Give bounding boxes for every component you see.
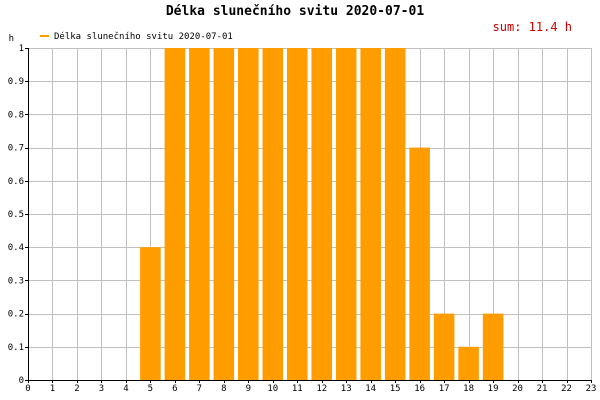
- x-tick-label: 20: [512, 384, 523, 394]
- y-tick-label: 0.6: [8, 177, 24, 187]
- x-tick-label: 19: [488, 384, 499, 394]
- bars-group: [140, 48, 504, 380]
- bar-hour-11: [286, 48, 308, 380]
- bar-hour-16: [409, 147, 430, 380]
- bar-hour-10: [262, 48, 284, 380]
- y-tick-label: 0: [19, 376, 24, 386]
- x-tick-label: 16: [414, 384, 425, 394]
- x-tick-label: 11: [292, 384, 303, 394]
- x-tick-label: 17: [439, 384, 450, 394]
- y-tick-label: 0.2: [8, 310, 24, 320]
- bar-hour-8: [213, 48, 235, 380]
- y-tick-labels: 0 0.1 0.2 0.3 0.4 0.5 0.6 0.7 0.8 0.9 1: [8, 44, 24, 386]
- sum-label: sum: 11.4 h: [493, 20, 572, 34]
- bar-hour-12: [311, 48, 333, 380]
- chart-title: Délka slunečního svitu 2020-07-01: [166, 4, 424, 19]
- x-tick-label: 18: [463, 384, 474, 394]
- bar-hour-14: [360, 48, 381, 380]
- x-tick-label: 10: [267, 384, 278, 394]
- bar-hour-15: [384, 48, 406, 380]
- bar-hour-18: [458, 346, 479, 380]
- axes-group: [25, 48, 592, 383]
- bar-hour-19: [482, 313, 504, 380]
- x-tick-label: 2: [74, 384, 79, 394]
- x-tick-label: 8: [221, 384, 226, 394]
- bar-hour-13: [335, 48, 357, 380]
- x-tick-label: 0: [25, 384, 30, 394]
- x-tick-labels: 0 1 2 3 4 5 6 7 8 9 10 11 12 13 14 15 16 17 18 19 20 21 22 23: [25, 384, 596, 394]
- y-tick-label: 0.1: [8, 343, 24, 353]
- grid-lines: [28, 48, 592, 380]
- x-tick-label: 23: [586, 384, 597, 394]
- x-tick-label: 15: [390, 384, 401, 394]
- y-tick-label: 0.8: [8, 110, 24, 120]
- x-tick-label: 3: [99, 384, 104, 394]
- x-tick-label: 13: [341, 384, 352, 394]
- y-tick-label: 0.9: [8, 77, 24, 87]
- x-tick-label: 14: [365, 384, 376, 394]
- x-tick-label: 9: [246, 384, 251, 394]
- x-tick-label: 4: [123, 384, 128, 394]
- y-tick-label: 0.4: [8, 243, 24, 253]
- bar-hour-6: [164, 48, 186, 380]
- x-tick-label: 12: [316, 384, 327, 394]
- y-tick-label: 0.7: [8, 144, 24, 154]
- legend-label: Délka slunečního svitu 2020-07-01: [54, 31, 233, 42]
- x-tick-label: 21: [537, 384, 548, 394]
- bar-hour-5: [140, 247, 161, 380]
- x-tick-label: 6: [172, 384, 177, 394]
- bar-hour-17: [433, 313, 455, 380]
- y-tick-label: 1: [19, 44, 24, 54]
- y-tick-label: 0.5: [8, 210, 24, 220]
- bar-hour-7: [189, 48, 210, 380]
- y-axis-unit: h: [9, 34, 14, 44]
- x-tick-label: 1: [50, 384, 55, 394]
- x-tick-label: 5: [148, 384, 153, 394]
- x-tick-label: 7: [197, 384, 202, 394]
- y-tick-label: 0.3: [8, 276, 24, 286]
- x-tick-label: 22: [561, 384, 572, 394]
- bar-hour-9: [238, 48, 259, 380]
